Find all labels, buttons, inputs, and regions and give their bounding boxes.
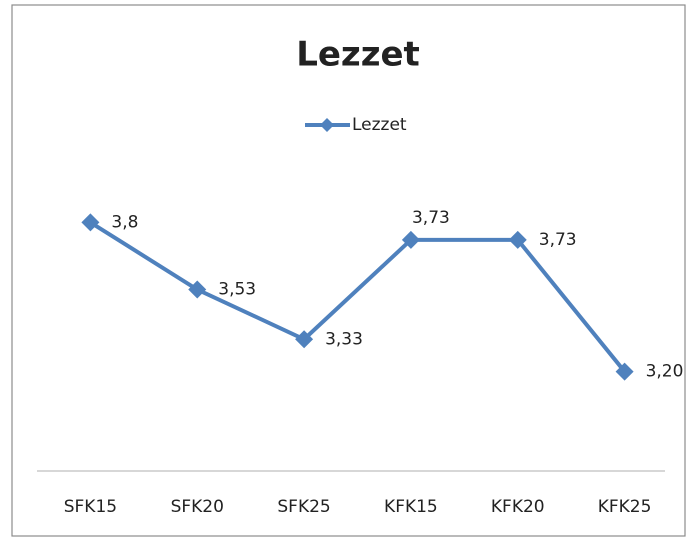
data-label: 3,73	[539, 230, 577, 250]
x-tick-label: SFK20	[171, 497, 224, 517]
marker	[401, 230, 420, 249]
series-line	[89, 220, 627, 373]
data-label: 3,73	[412, 208, 450, 228]
marker	[615, 362, 634, 381]
marker	[508, 230, 527, 249]
x-tick-label: SFK15	[64, 497, 117, 517]
legend-label: Lezzet	[352, 115, 407, 135]
x-tick-label: KFK20	[491, 497, 545, 517]
legend-marker	[320, 118, 334, 132]
data-label: 3,33	[325, 329, 363, 349]
marker	[188, 280, 207, 299]
data-label: 3,8	[111, 212, 138, 232]
marker	[81, 213, 100, 232]
chart-title: Lezzet	[296, 35, 420, 75]
data-label: 3,20	[646, 362, 684, 382]
x-tick-label: KFK25	[598, 497, 652, 517]
chart-border	[11, 4, 686, 537]
data-label: 3,53	[218, 280, 256, 300]
x-tick-label: SFK25	[277, 497, 330, 517]
x-tick-label: KFK15	[384, 497, 438, 517]
marker	[295, 330, 314, 349]
